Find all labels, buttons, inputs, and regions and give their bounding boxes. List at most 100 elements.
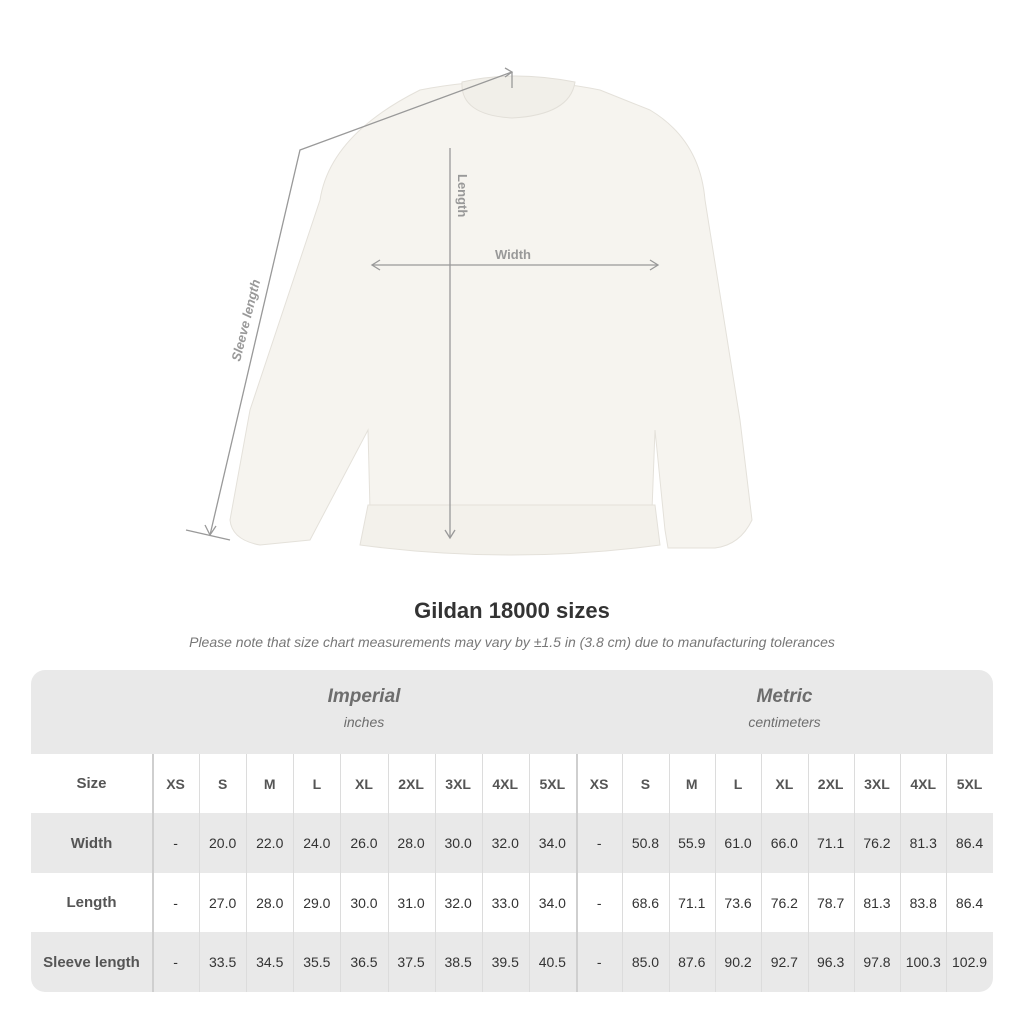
table-cell-imperial: 38.5 <box>444 954 472 970</box>
table-cell-imperial: - <box>173 954 178 970</box>
sleeve-length-label: Sleeve length <box>228 278 263 363</box>
table-cell-metric: - <box>596 894 602 911</box>
size-column-header-metric: 5XL <box>956 775 983 792</box>
column-divider <box>152 754 154 992</box>
column-divider <box>528 754 530 992</box>
sweatshirt-diagram: Length Width Sleeve length <box>185 67 753 556</box>
table-cell-imperial: 33.0 <box>491 894 519 911</box>
size-chart-table: Imperial inches Metric centimeters Size … <box>31 670 993 992</box>
table-cell-imperial: 40.5 <box>538 954 566 970</box>
size-column-header-imperial: 3XL <box>445 775 471 792</box>
table-cell-imperial: 26.0 <box>350 835 378 851</box>
column-divider <box>340 754 342 992</box>
table-cell-metric: 61.0 <box>724 835 752 851</box>
column-divider <box>199 754 201 992</box>
metric-title: Metric <box>756 686 813 707</box>
size-column-header-metric: 2XL <box>817 775 844 792</box>
metric-unit: centimeters <box>748 714 821 730</box>
page-title: Gildan 18000 sizes <box>414 598 610 623</box>
size-column-header-imperial: 2XL <box>398 775 424 792</box>
size-column-header-metric: XL <box>775 775 794 792</box>
table-cell-imperial: 34.0 <box>538 835 566 851</box>
metric-header: Metric centimeters <box>576 686 993 730</box>
column-divider <box>576 754 578 992</box>
table-cell-imperial: 34.5 <box>256 954 284 970</box>
table-cell-metric: 96.3 <box>817 954 845 970</box>
table-cell-imperial: - <box>173 894 178 911</box>
table-cell-metric: 55.9 <box>678 835 706 851</box>
size-column-header-imperial: L <box>312 775 322 792</box>
table-cell-metric: 83.8 <box>909 894 937 911</box>
size-column-header-imperial: 5XL <box>539 775 566 792</box>
row-label: Width <box>70 834 113 852</box>
size-column-header-metric: M <box>685 775 698 792</box>
column-divider <box>714 754 716 992</box>
table-cell-metric: 71.1 <box>678 894 706 911</box>
tolerance-note: Please note that size chart measurements… <box>189 634 835 650</box>
table-cell-metric: - <box>596 835 602 851</box>
table-cell-imperial: 34.0 <box>538 894 566 911</box>
table-cell-imperial: 22.0 <box>256 835 284 851</box>
table-cell-imperial: 39.5 <box>491 954 519 970</box>
table-cell-imperial: 37.5 <box>397 954 425 970</box>
table-cell-imperial: 31.0 <box>397 894 425 911</box>
column-divider <box>946 754 948 992</box>
column-divider <box>900 754 902 992</box>
table-cell-metric: 81.3 <box>909 835 937 851</box>
size-column-header-imperial: XS <box>166 775 185 792</box>
table-cell-metric: 86.4 <box>955 835 984 851</box>
table-cell-imperial: 30.0 <box>444 835 472 851</box>
size-column-header-metric: 4XL <box>910 775 937 792</box>
column-divider <box>807 754 809 992</box>
table-cell-imperial: 29.0 <box>303 894 331 911</box>
table-cell-metric: 73.6 <box>724 894 752 911</box>
table-cell-metric: 85.0 <box>631 954 660 970</box>
table-cell-metric: 86.4 <box>955 894 984 911</box>
column-divider <box>481 754 483 992</box>
column-divider <box>622 754 624 992</box>
table-cell-imperial: 20.0 <box>209 835 237 851</box>
table-cell-metric: 78.7 <box>817 894 845 911</box>
row-label: Length <box>66 894 117 911</box>
table-cell-imperial: 30.0 <box>350 894 378 911</box>
column-divider <box>853 754 855 992</box>
table-cell-metric: 90.2 <box>724 954 752 970</box>
column-divider <box>293 754 295 992</box>
table-cell-imperial: 33.5 <box>209 954 237 970</box>
table-cell-imperial: 35.5 <box>303 954 331 970</box>
table-cell-metric: 102.9 <box>952 954 988 970</box>
table-cell-metric: 97.8 <box>863 954 891 970</box>
size-column-header-metric: XS <box>589 775 609 792</box>
size-header: Size <box>76 775 107 792</box>
length-label: Length <box>455 174 470 217</box>
table-cell-metric: 66.0 <box>770 835 798 851</box>
column-divider <box>387 754 389 992</box>
table-cell-imperial: - <box>173 835 178 851</box>
row-label: Sleeve length <box>43 953 140 971</box>
table-cell-metric: 81.3 <box>863 894 891 911</box>
imperial-title: Imperial <box>327 686 401 707</box>
size-column-header-imperial: M <box>263 775 276 792</box>
column-divider <box>246 754 248 992</box>
column-divider <box>761 754 763 992</box>
table-cell-metric: 71.1 <box>817 835 845 851</box>
table-cell-metric: 100.3 <box>905 954 941 970</box>
table-cell-metric: 76.2 <box>770 894 798 911</box>
table-cell-metric: 87.6 <box>678 954 706 970</box>
table-cell-imperial: 27.0 <box>209 894 237 911</box>
table-cell-imperial: 24.0 <box>303 835 331 851</box>
width-label: Width <box>495 247 531 262</box>
imperial-unit: inches <box>343 714 385 730</box>
table-cell-metric: 68.6 <box>631 894 660 911</box>
table-cell-imperial: 32.0 <box>491 835 519 851</box>
row-band <box>31 932 993 992</box>
header-band <box>31 670 993 754</box>
imperial-header: Imperial inches <box>152 686 576 730</box>
size-column-header-imperial: XL <box>354 775 373 792</box>
table-cell-metric: 92.7 <box>770 954 798 970</box>
table-cell-metric: - <box>596 954 602 970</box>
table-cell-metric: 76.2 <box>863 835 891 851</box>
size-column-header-imperial: S <box>217 775 228 792</box>
table-cell-imperial: 32.0 <box>444 894 472 911</box>
table-cell-metric: 50.8 <box>631 835 660 851</box>
